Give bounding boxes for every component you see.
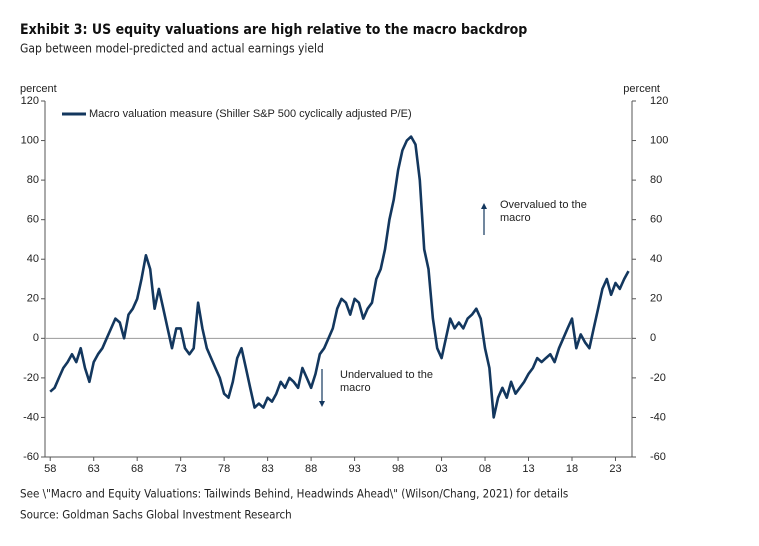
y2-tick-label: 120 — [650, 95, 668, 107]
x-tick-label: 13 — [522, 463, 534, 475]
y2-tick-label: 80 — [650, 174, 662, 186]
x-tick-label: 98 — [392, 463, 404, 475]
y-tick-label: 0 — [33, 332, 39, 344]
y2-tick-label: 40 — [650, 253, 662, 265]
x-tick-label: 23 — [609, 463, 621, 475]
x-tick-label: 78 — [218, 463, 230, 475]
y2-tick-label: 0 — [650, 332, 656, 344]
x-tick-label: 83 — [262, 463, 274, 475]
y2-tick-label: -20 — [650, 372, 666, 384]
y-tick-label: -60 — [23, 451, 39, 463]
x-tick-label: 03 — [435, 463, 447, 475]
annotation-line: macro — [340, 382, 371, 394]
y-tick-label: 80 — [27, 174, 39, 186]
annotation-line: Undervalued to the — [340, 369, 433, 381]
y-tick-label: 20 — [27, 293, 39, 305]
y-tick-label: 60 — [27, 214, 39, 226]
x-tick-label: 68 — [131, 463, 143, 475]
annotation-arrowhead — [319, 401, 325, 407]
y-axis-label: percent — [20, 83, 57, 95]
x-tick-label: 93 — [348, 463, 360, 475]
x-tick-label: 63 — [88, 463, 100, 475]
annotation-line: macro — [500, 212, 531, 224]
footnote: See \"Macro and Equity Valuations: Tailw… — [20, 487, 568, 501]
annotation-arrowhead — [481, 203, 487, 209]
chart-subtitle: Gap between model-predicted and actual e… — [20, 42, 324, 56]
y2-tick-label: 100 — [650, 134, 668, 146]
annotation: Overvalued to the macro — [500, 199, 587, 224]
y-tick-label: -40 — [23, 411, 39, 423]
legend-label: Macro valuation measure (Shiller S&P 500… — [89, 108, 412, 120]
y2-tick-label: 60 — [650, 214, 662, 226]
annotation-line: Overvalued to the — [500, 199, 587, 211]
y2-tick-label: 20 — [650, 293, 662, 305]
y-tick-label: -20 — [23, 372, 39, 384]
x-tick-label: 88 — [305, 463, 317, 475]
annotation: Undervalued to the macro — [340, 369, 433, 394]
x-tick-label: 58 — [44, 463, 56, 475]
x-tick-label: 18 — [566, 463, 578, 475]
series-line — [49, 135, 630, 419]
source: Source: Goldman Sachs Global Investment … — [20, 508, 292, 522]
x-tick-label: 08 — [479, 463, 491, 475]
y-tick-label: 100 — [21, 134, 39, 146]
y2-tick-label: -40 — [650, 411, 666, 423]
chart-title: Exhibit 3: US equity valuations are high… — [20, 22, 527, 38]
y-tick-label: 120 — [21, 95, 39, 107]
y-tick-label: 40 — [27, 253, 39, 265]
y2-axis-label: percent — [623, 83, 660, 95]
x-tick-label: 73 — [175, 463, 187, 475]
y2-tick-label: -60 — [650, 451, 666, 463]
